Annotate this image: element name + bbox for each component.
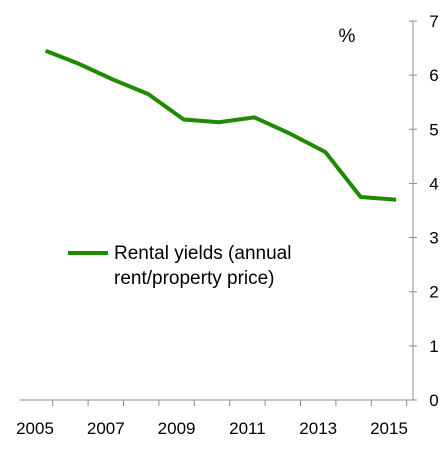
y-tick-label: 4 — [429, 174, 438, 193]
y-tick-label: 1 — [429, 337, 438, 356]
x-tick-label: 2015 — [370, 419, 408, 438]
legend-label-line: Rental yields (annual — [114, 243, 291, 264]
x-tick-label: 2013 — [299, 419, 337, 438]
x-tick-label: 2007 — [87, 419, 125, 438]
x-tick-label: 2009 — [158, 419, 196, 438]
y-tick-label: 3 — [429, 229, 438, 248]
y-tick-label: 2 — [429, 283, 438, 302]
axes: 0 1 2 3 4 5 6 7 2005 2007 2009 2011 2013 2015 — [16, 12, 439, 438]
y-tick-label: 0 — [429, 391, 438, 410]
series-line — [44, 48, 397, 202]
legend-label-line: rent/property price) — [114, 268, 275, 289]
y-tick-label: 5 — [429, 120, 438, 139]
y-tick-label: 7 — [429, 12, 438, 31]
y-tick-label: 6 — [429, 66, 438, 85]
unit-label: % — [339, 26, 356, 47]
x-tick-label: 2011 — [229, 419, 266, 438]
x-tick-label: 2005 — [16, 419, 54, 438]
legend: Rental yields (annual rent/property price… — [68, 243, 291, 289]
series-layer — [44, 48, 397, 202]
